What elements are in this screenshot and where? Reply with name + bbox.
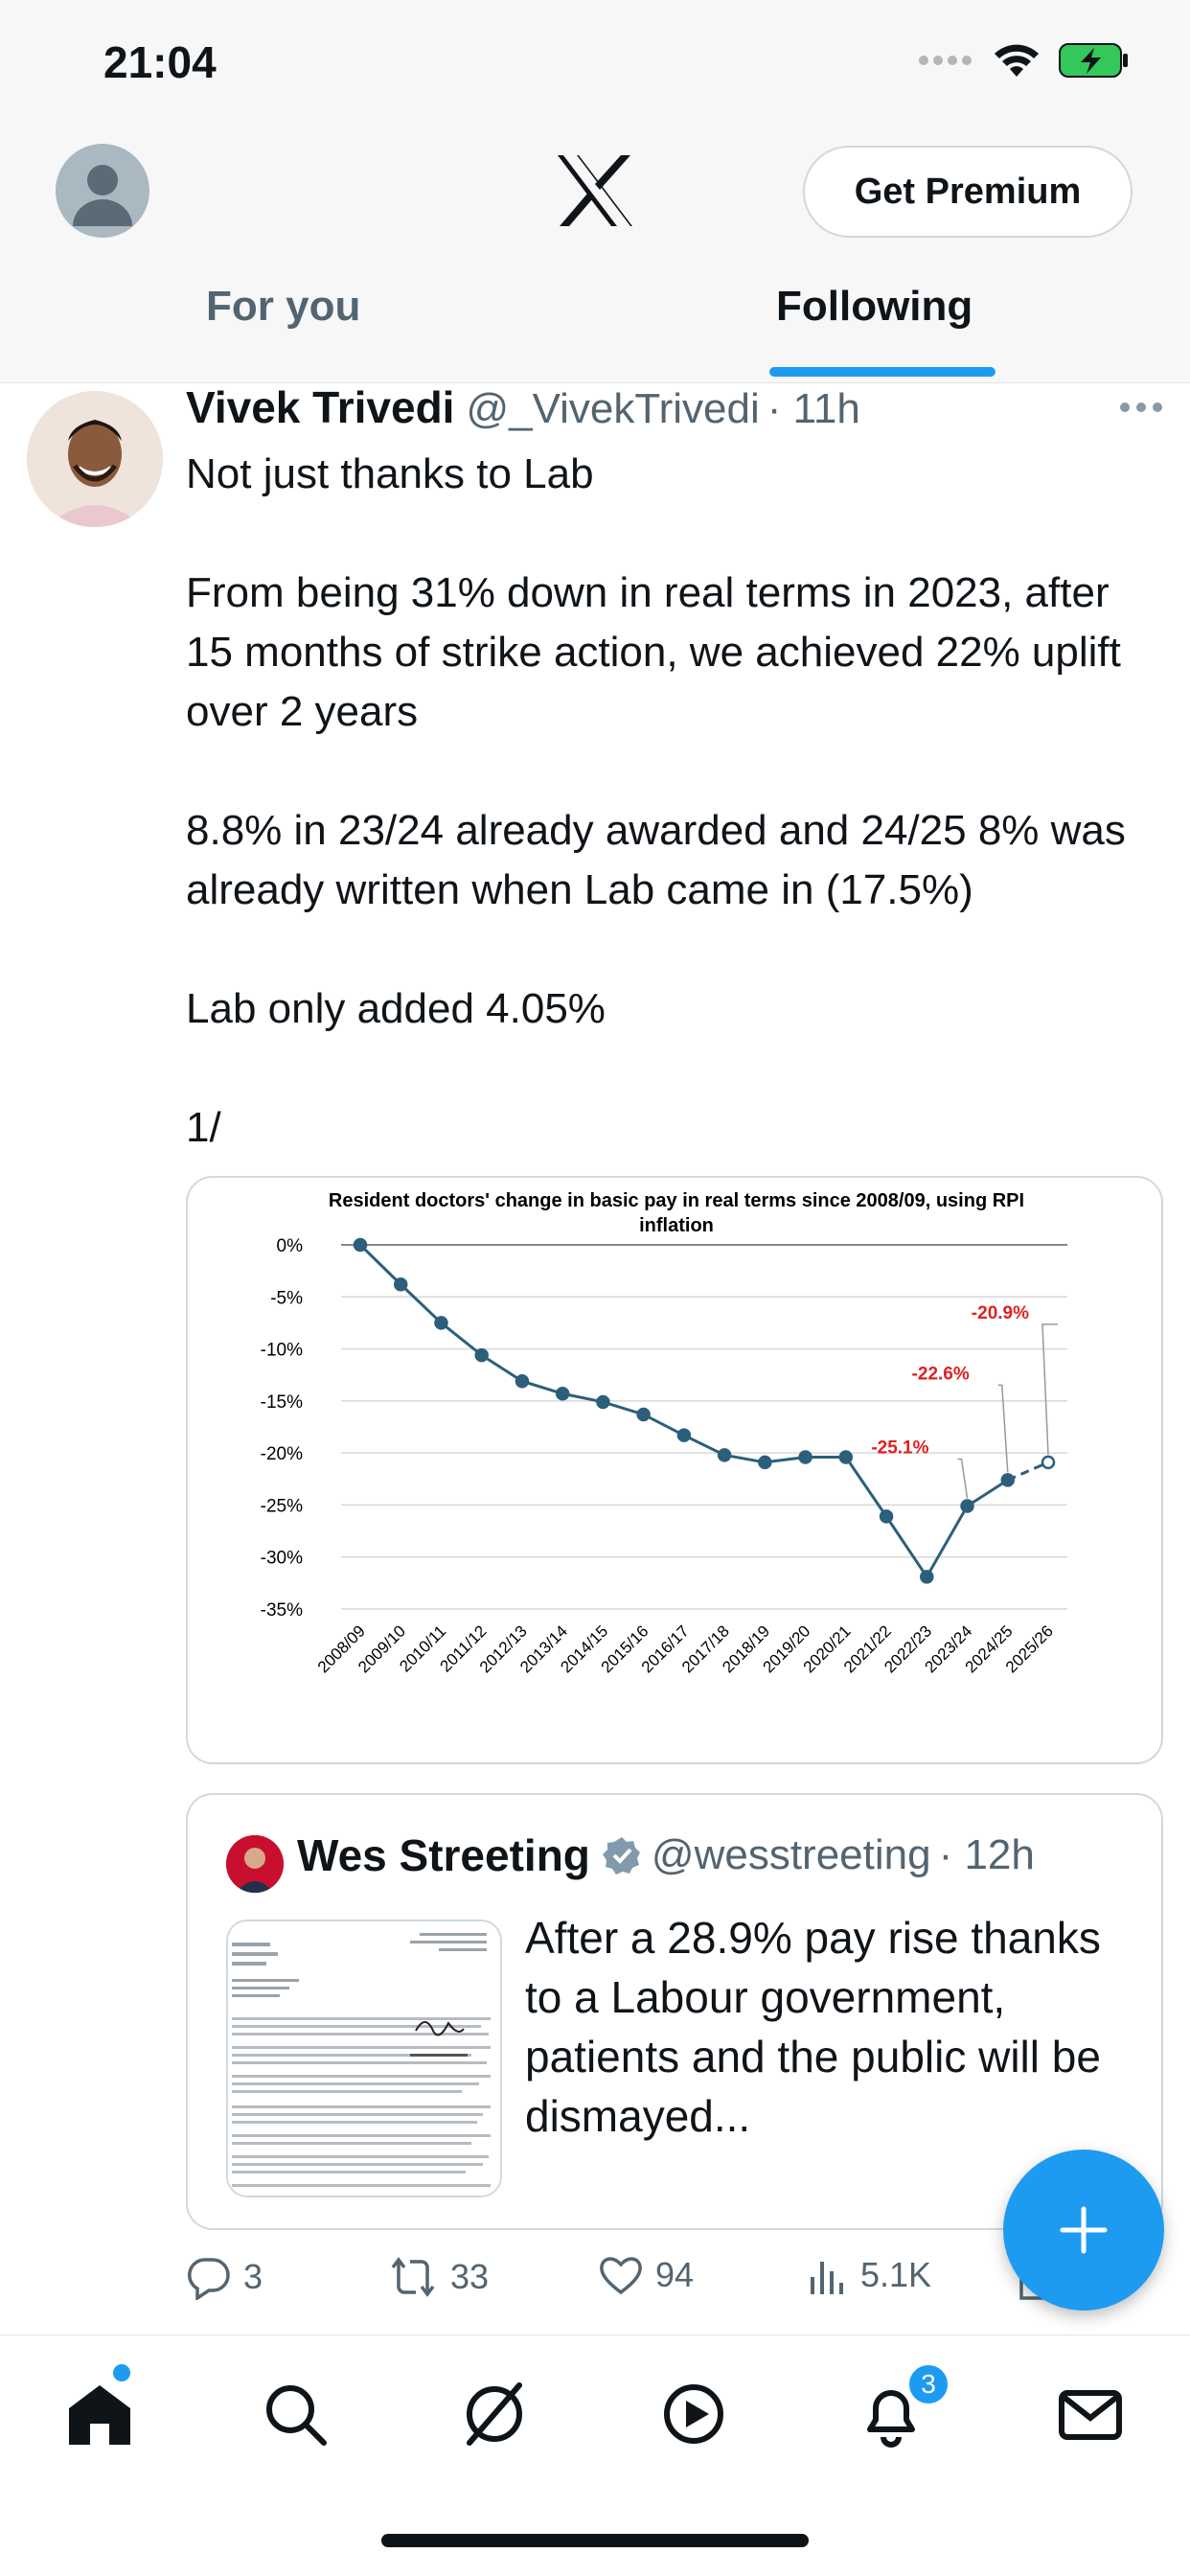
tweet-author-name[interactable]: Vivek Trivedi (186, 382, 455, 432)
data-point (879, 1509, 894, 1524)
data-point (960, 1499, 974, 1513)
y-tick-label: -25% (261, 1496, 303, 1516)
data-point (515, 1373, 530, 1389)
data-point (717, 1448, 732, 1462)
status-time: 21:04 (103, 37, 217, 87)
document-preview (228, 1921, 500, 2196)
data-point (1000, 1473, 1016, 1487)
data-point (474, 1347, 489, 1363)
data-point (596, 1394, 610, 1410)
plus-icon (1060, 2206, 1108, 2254)
profile-avatar[interactable] (56, 144, 149, 238)
y-tick-label: -10% (261, 1341, 303, 1361)
annotation-leader (1041, 1323, 1058, 1455)
y-tick-label: -35% (261, 1600, 303, 1621)
data-point (758, 1455, 772, 1470)
y-tick-label: -15% (261, 1392, 303, 1413)
reply-count: 3 (243, 2257, 263, 2296)
series-line (358, 1243, 1009, 1580)
views-button[interactable]: 5.1K (807, 2254, 931, 2296)
signal-icon (919, 56, 972, 65)
quote-author-name[interactable]: Wes Streeting (297, 1830, 590, 1880)
like-button[interactable]: 94 (598, 2254, 694, 2296)
y-tick-label: -20% (261, 1444, 303, 1464)
annotation-label: -22.6% (912, 1364, 970, 1384)
annotation-label: -20.9% (972, 1303, 1029, 1323)
views-count: 5.1K (860, 2255, 932, 2294)
annotation-label: -25.1% (871, 1438, 928, 1459)
compose-button[interactable] (1003, 2150, 1164, 2311)
line-chart: Resident doctors' change in basic pay in… (261, 1190, 1067, 1676)
repost-count: 33 (450, 2257, 490, 2296)
quote-text: After a 28.9% pay rise thanks to a Labou… (525, 1913, 1101, 2141)
quote-document-thumbnail[interactable] (226, 1920, 502, 2197)
top-bar: Get Premium For you Following (0, 134, 1190, 383)
heart-icon (600, 2257, 642, 2295)
wifi-icon (995, 44, 1039, 77)
y-tick-label: -5% (270, 1288, 303, 1308)
series-line-projected (1007, 1460, 1049, 1482)
data-point (676, 1428, 692, 1442)
tweet-author-handle[interactable]: @_VivekTrivedi (466, 385, 760, 432)
tweet-header: Vivek Trivedi @_VivekTrivedi · 11h (186, 381, 1144, 439)
views-icon (811, 2262, 843, 2294)
messages-icon[interactable] (1052, 2376, 1129, 2452)
status-bar: 21:04 (0, 0, 1190, 134)
data-point (393, 1277, 408, 1292)
reply-icon (188, 2258, 230, 2300)
data-point (434, 1316, 448, 1330)
tweet-action-bar: 3 33 94 5.1K (186, 2254, 1144, 2312)
quote-time: · 12h (938, 1831, 1035, 1878)
data-point (798, 1450, 812, 1464)
quote-author-avatar[interactable] (226, 1835, 284, 1893)
grok-icon[interactable] (456, 2376, 533, 2452)
home-unread-dot (113, 2364, 130, 2381)
reply-button[interactable]: 3 (186, 2254, 263, 2300)
author-photo (27, 391, 163, 527)
repost-icon (391, 2257, 435, 2297)
tweet-text: Not just thanks to Lab From being 31% do… (186, 450, 1126, 1151)
tweet-time: · 11h (767, 385, 860, 432)
user-icon (73, 165, 132, 226)
tweet-author-avatar[interactable] (27, 391, 163, 527)
notifications-badge: 3 (906, 2362, 950, 2406)
quote-header: Wes Streeting @wesstreeting · 12h (297, 1829, 1035, 1881)
quote-author-handle[interactable]: @wesstreeting (651, 1831, 931, 1878)
more-options-icon[interactable] (1119, 401, 1163, 414)
chart-title-line-1: Resident doctors' change in basic pay in… (329, 1190, 1024, 1211)
data-point (1041, 1455, 1056, 1470)
status-icons (918, 42, 1131, 79)
home-icon[interactable] (61, 2376, 138, 2452)
video-icon[interactable] (655, 2376, 732, 2452)
quote-author-photo (226, 1835, 284, 1893)
annotation-leader (997, 1384, 1009, 1473)
search-icon[interactable] (257, 2376, 333, 2452)
y-tick-label: 0% (277, 1236, 304, 1256)
annotation-leader (957, 1458, 969, 1499)
tab-following[interactable]: Following (776, 283, 973, 330)
quoted-tweet[interactable]: Wes Streeting @wesstreeting · 12h (186, 1793, 1163, 2230)
data-point (920, 1570, 934, 1584)
y-tick-label: -30% (261, 1549, 303, 1569)
battery-icon (1059, 43, 1128, 78)
home-indicator (381, 2534, 809, 2547)
get-premium-button[interactable]: Get Premium (803, 146, 1133, 238)
notifications-icon[interactable] (853, 2376, 929, 2452)
x-logo-icon[interactable] (554, 153, 636, 228)
data-point (636, 1407, 651, 1422)
data-point (353, 1237, 368, 1253)
tab-for-you[interactable]: For you (206, 283, 361, 330)
chart-title-line-2: inflation (639, 1215, 714, 1236)
chart-image[interactable]: Resident doctors' change in basic pay in… (186, 1176, 1163, 1764)
verified-badge-icon (602, 1837, 640, 1874)
data-point (555, 1387, 570, 1401)
like-count: 94 (655, 2255, 695, 2294)
active-tab-indicator (769, 367, 995, 377)
data-point (838, 1450, 854, 1464)
repost-button[interactable]: 33 (387, 2254, 489, 2300)
